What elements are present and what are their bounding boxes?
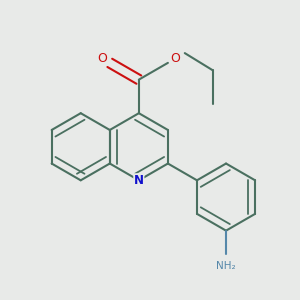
Text: O: O bbox=[170, 52, 180, 65]
Text: O: O bbox=[97, 52, 107, 65]
Text: NH₂: NH₂ bbox=[216, 261, 236, 271]
Text: N: N bbox=[134, 174, 144, 187]
